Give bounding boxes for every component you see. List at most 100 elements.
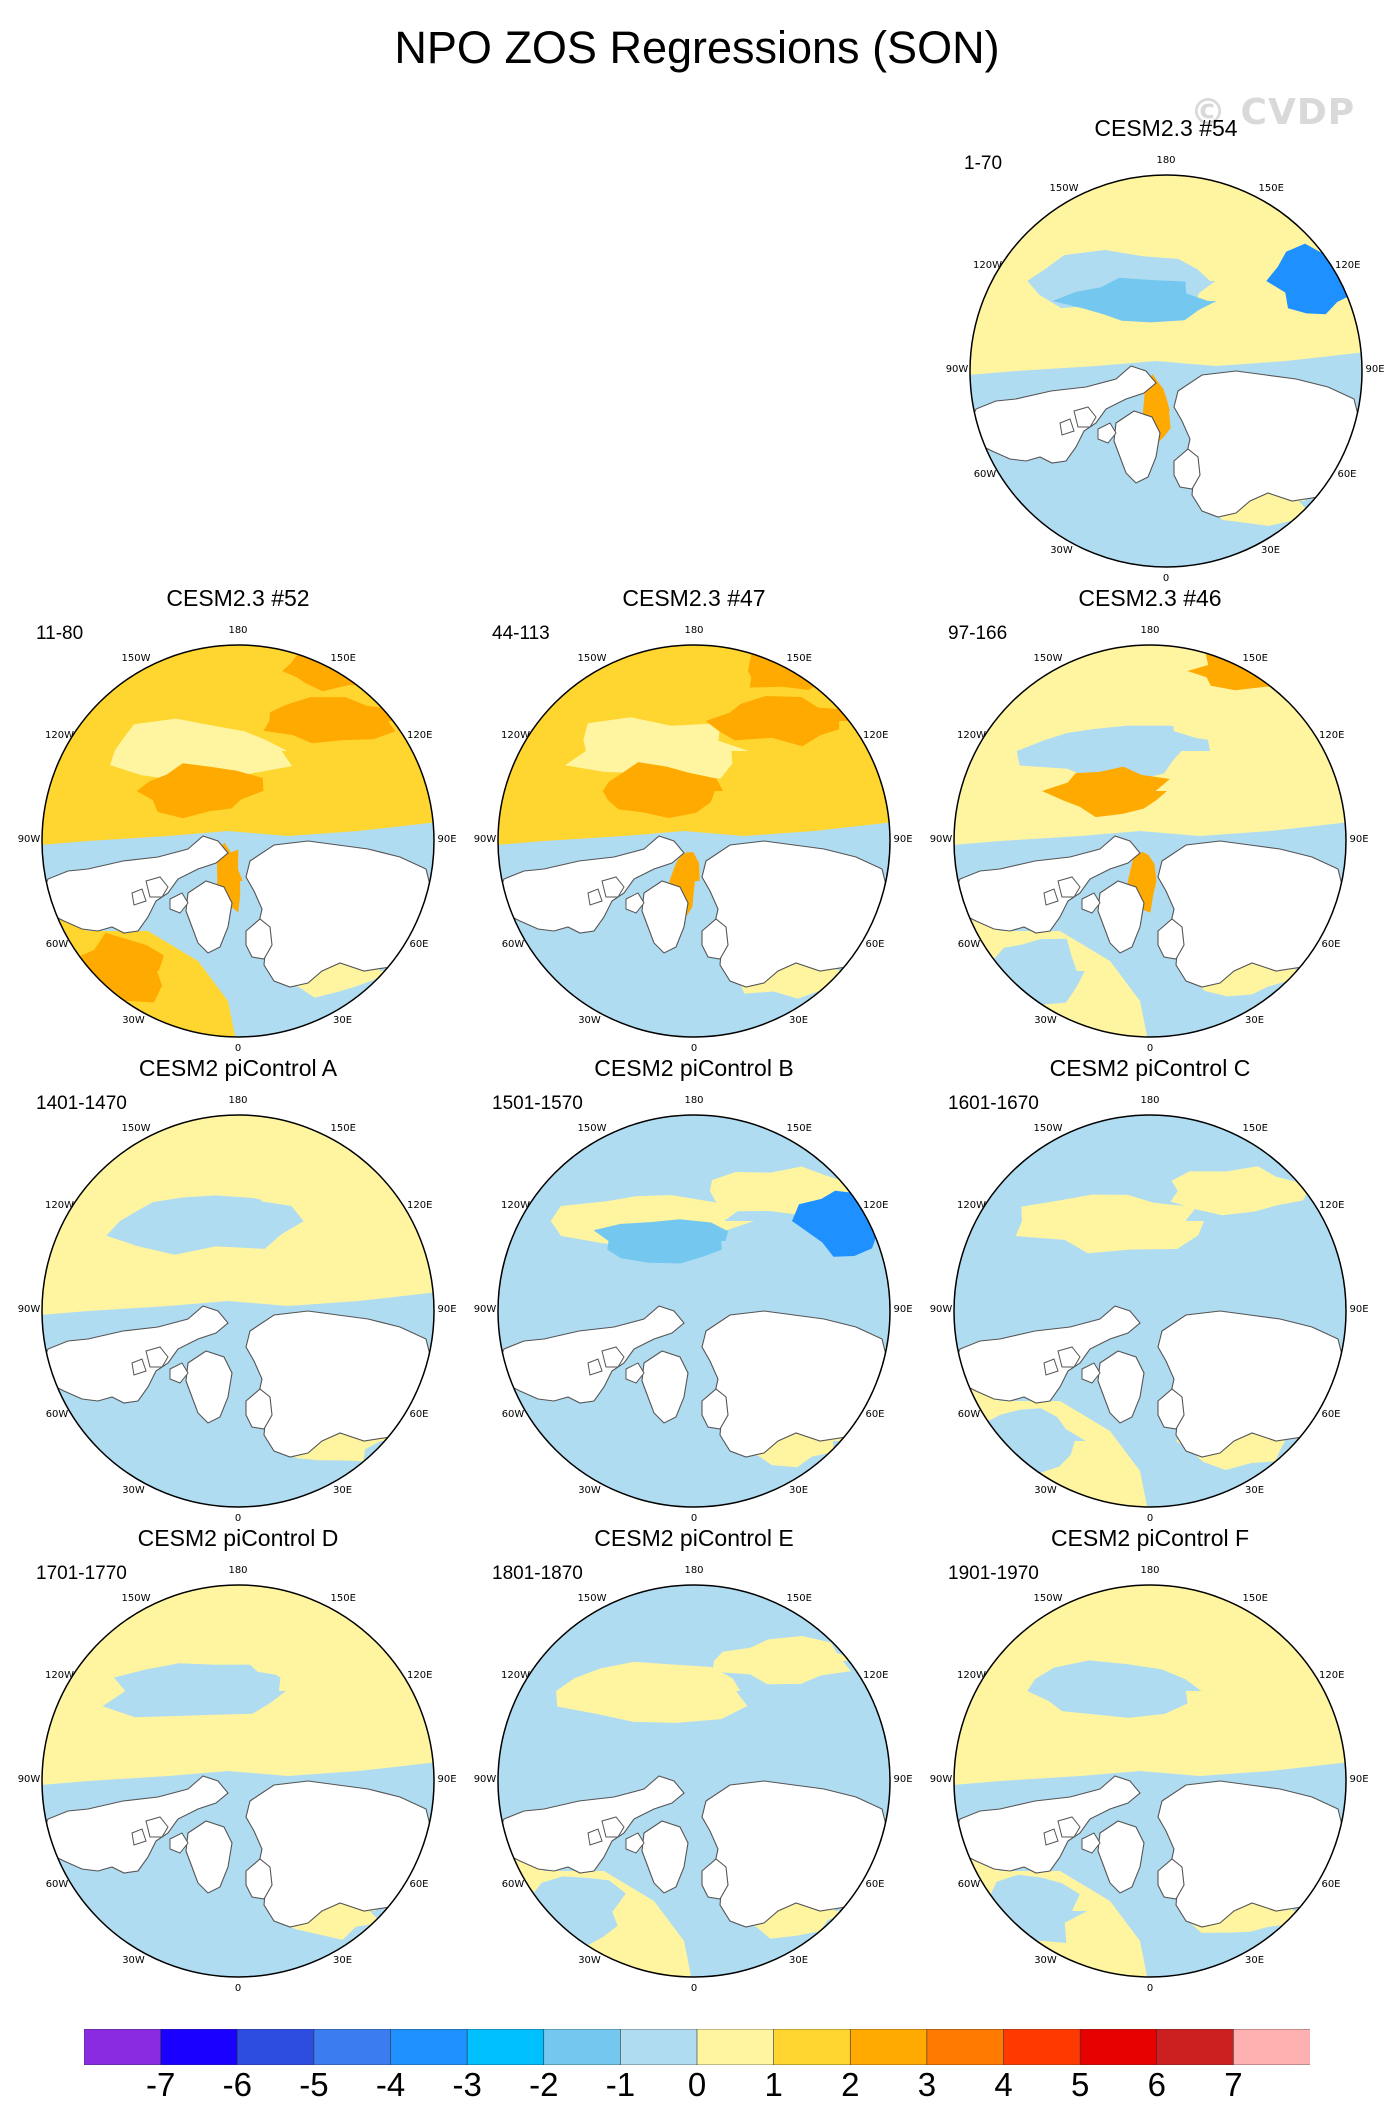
longitude-label: 150E <box>786 1123 812 1134</box>
panel-years: 1701-1770 <box>36 1563 127 1584</box>
land-polygon <box>185 1350 233 1424</box>
polar-map <box>497 1584 891 1978</box>
panel-title: CESM2 piControl E <box>594 1525 794 1551</box>
ocean-field <box>970 175 1362 567</box>
map-border <box>969 174 1363 568</box>
colorbar-swatch <box>1156 2029 1234 2065</box>
colorbar-tick-label: 6 <box>1147 2066 1166 2103</box>
longitude-label: 60E <box>1321 938 1341 950</box>
map-border <box>41 1584 435 1978</box>
colorbar-tick-label: -2 <box>529 2066 559 2103</box>
polar-map <box>953 1114 1347 1508</box>
longitude-label: 90W <box>17 1304 41 1315</box>
pacific-anomaly-blob <box>564 717 749 779</box>
longitude-label: 0 <box>1146 1983 1154 1994</box>
longitude-label: 60E <box>1321 1408 1341 1420</box>
ocean-field <box>42 1585 434 1977</box>
land-mask <box>954 1305 1345 1458</box>
longitude-label: 150E <box>786 653 812 664</box>
land-polygon <box>245 918 273 960</box>
longitude-label: 150E <box>1242 1123 1268 1134</box>
panel-years: 1801-1870 <box>492 1563 583 1584</box>
longitude-label: 90W <box>473 1774 497 1785</box>
panel-title: CESM2 piControl F <box>1050 1525 1250 1551</box>
longitude-label: 0 <box>234 1983 242 1994</box>
polar-map <box>953 644 1347 1038</box>
ocean-field <box>954 645 1346 1037</box>
longitude-label: 30E <box>332 1484 353 1496</box>
longitude-label: 30W <box>1034 1484 1057 1496</box>
ocean-field <box>498 645 890 1037</box>
longitude-label: 30E <box>788 1014 809 1026</box>
longitude-label: 30E <box>1244 1484 1265 1496</box>
land-polygon <box>1097 1350 1145 1424</box>
longitude-label: 90E <box>437 1774 457 1785</box>
land-mask <box>42 1305 433 1458</box>
colorbar-swatch <box>773 2029 851 2065</box>
longitude-label: 150W <box>577 1123 607 1134</box>
map-border <box>497 1584 891 1978</box>
longitude-label: 150E <box>330 1593 356 1604</box>
longitude-label: 90E <box>893 834 913 845</box>
longitude-label: 60W <box>957 1408 981 1420</box>
longitude-label: 90E <box>893 1774 913 1785</box>
map-border <box>953 1584 1347 1978</box>
longitude-label: 180 <box>1140 1095 1160 1106</box>
longitude-label: 90E <box>1365 364 1385 375</box>
panel-title: CESM2 piControl D <box>137 1525 339 1551</box>
longitude-label: 60E <box>409 1408 429 1420</box>
pacific-anomaly-blob <box>263 697 408 744</box>
longitude-label: 30E <box>788 1954 809 1966</box>
panel-years: 1401-1470 <box>36 1093 127 1114</box>
pacific-anomaly-blob <box>246 1636 401 1680</box>
colorbar-tick-label: -5 <box>299 2066 329 2103</box>
longitude-label: 30W <box>1034 1954 1057 1966</box>
panel-years: 44-113 <box>492 623 550 644</box>
longitude-label: 150W <box>1033 1123 1063 1134</box>
longitude-label: 180 <box>228 1095 248 1106</box>
longitude-label: 90W <box>17 834 41 845</box>
strong-positive-blob <box>1042 766 1170 818</box>
land-mask <box>498 1775 889 1928</box>
longitude-label: 30W <box>122 1484 145 1496</box>
longitude-label: 30W <box>578 1954 601 1966</box>
land-polygon <box>1097 880 1145 954</box>
land-mask <box>498 1305 889 1458</box>
longitude-label: 180 <box>684 1565 704 1576</box>
ocean-field <box>498 1585 890 1977</box>
arctic-islands <box>131 1816 189 1854</box>
pacific-anomaly-blob <box>106 1195 304 1255</box>
land-mask <box>42 835 433 988</box>
land-polygon <box>1097 1820 1145 1894</box>
colorbar-tick-label: -3 <box>452 2066 482 2103</box>
pacific-anomaly-blob <box>1167 1635 1321 1681</box>
colorbar-tick-label: 4 <box>994 2066 1013 2103</box>
longitude-label: 180 <box>228 1565 248 1576</box>
longitude-label: 150E <box>786 1593 812 1604</box>
panel-title: CESM2 piControl B <box>594 1055 794 1081</box>
ocean-field <box>498 1115 890 1507</box>
longitude-label: 90W <box>929 834 953 845</box>
longitude-label: 30W <box>578 1484 601 1496</box>
longitude-label: 30W <box>1034 1014 1057 1026</box>
land-mask <box>954 1775 1345 1928</box>
pacific-anomaly-blob <box>110 718 293 781</box>
arctic-islands <box>1043 1816 1101 1854</box>
map-border <box>953 1114 1347 1508</box>
land-polygon <box>185 1820 233 1894</box>
pacific-anomaly-blob <box>252 1166 406 1217</box>
longitude-label: 30W <box>1050 544 1073 556</box>
longitude-label: 150W <box>577 1593 607 1604</box>
longitude-label: 120W <box>957 729 986 741</box>
longitude-label: 30E <box>332 1954 353 1966</box>
map-panel: CESM2 piControl C 1601-1670 180 150E 120E 90E… <box>930 1055 1369 1524</box>
longitude-label: 60W <box>957 938 981 950</box>
colorbar-swatch <box>620 2029 698 2065</box>
longitude-label: 120W <box>45 729 74 741</box>
colorbar-swatch <box>390 2029 468 2065</box>
longitude-label: 60E <box>865 1408 885 1420</box>
longitude-label: 120W <box>45 1669 74 1681</box>
arctic-islands <box>587 1346 645 1384</box>
land-polygon <box>641 880 689 954</box>
longitude-label: 60W <box>973 468 997 480</box>
